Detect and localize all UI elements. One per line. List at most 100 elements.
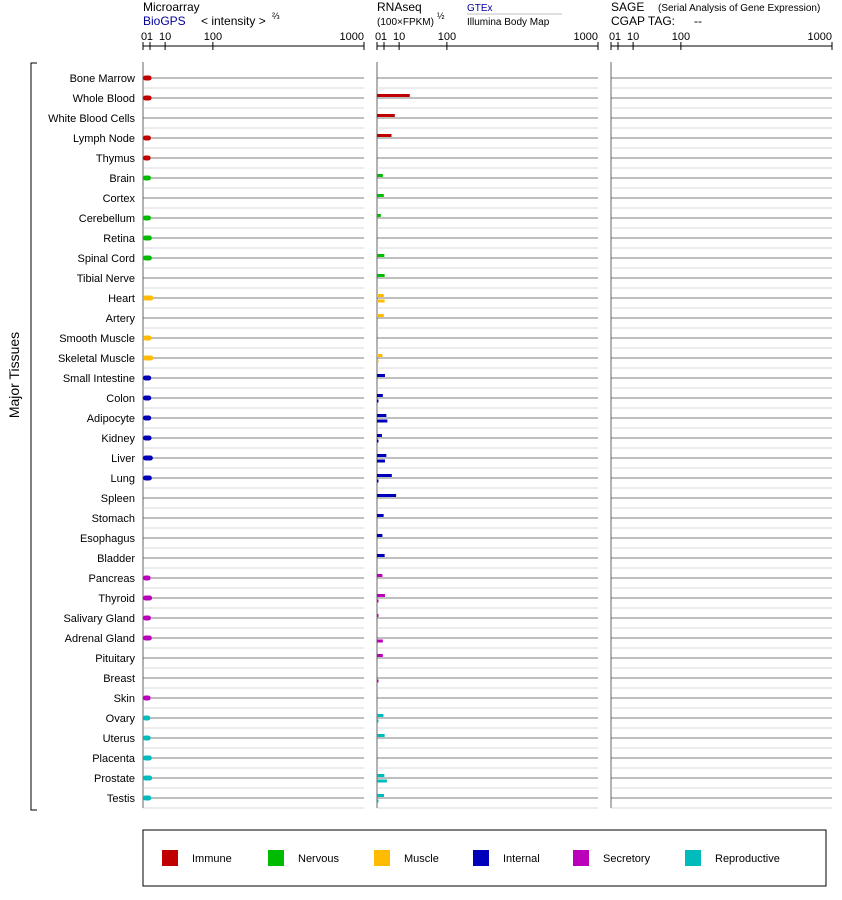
biogps-bar xyxy=(143,255,152,261)
gtex-bar xyxy=(377,714,384,717)
microarray-tick-label: 1000 xyxy=(340,31,364,43)
legend-swatch-nervous xyxy=(268,850,284,866)
legend-label-nervous: Nervous xyxy=(298,853,339,865)
gtex-bar xyxy=(377,314,384,317)
biogps-bar xyxy=(143,795,152,801)
gtex-bar xyxy=(377,454,387,457)
legend-label-immune: Immune xyxy=(192,853,232,865)
sage-tick-label: 1 xyxy=(615,31,621,43)
rows-layer: Bone Marrow Whole Blood White Blood Cells L… xyxy=(48,73,832,809)
tissue-label: Placenta xyxy=(92,753,136,765)
microarray-tick-label: 100 xyxy=(204,31,222,43)
biogps-bar xyxy=(143,575,151,581)
tissue-label: Whole Blood xyxy=(73,93,135,105)
tissue-label: Prostate xyxy=(94,773,135,785)
illumina-bar xyxy=(377,479,379,483)
legend: Immune Nervous Muscle Internal Secretory Repr… xyxy=(162,850,780,866)
gtex-bar xyxy=(377,174,383,177)
gtex-bar xyxy=(377,394,383,397)
major-tissues-bracket xyxy=(30,62,37,811)
legend-swatch-internal xyxy=(473,850,489,866)
tissue-label: Breast xyxy=(103,673,135,685)
tissue-label: Adipocyte xyxy=(87,413,135,425)
gtex-bar xyxy=(377,94,410,97)
tissue-label: Artery xyxy=(106,313,136,325)
tissue-label: Brain xyxy=(109,173,135,185)
gtex-bar xyxy=(377,574,383,577)
rnaseq-unit: (100×FPKM) xyxy=(377,17,434,28)
biogps-bar xyxy=(143,75,152,81)
illumina-bar xyxy=(377,679,379,683)
tissue-label: Thyroid xyxy=(98,593,135,605)
tissue-label: Heart xyxy=(108,293,135,305)
gtex-bar xyxy=(377,414,387,417)
gtex-bar xyxy=(377,534,383,537)
bars-layer xyxy=(143,75,410,803)
biogps-bar xyxy=(143,595,153,601)
illumina-bar xyxy=(377,779,387,783)
gtex-bar xyxy=(377,434,382,437)
tissue-label: Lymph Node xyxy=(73,133,135,145)
cgap-label: CGAP TAG: xyxy=(611,14,675,28)
tissue-label: Spinal Cord xyxy=(78,253,135,265)
rnaseq-unit-exponent: ½ xyxy=(437,11,445,21)
biogps-bar xyxy=(143,175,151,181)
microarray-unit: < intensity > xyxy=(201,14,266,28)
tissue-label: Tibial Nerve xyxy=(77,273,135,285)
biogps-bar xyxy=(143,475,152,481)
gtex-bar xyxy=(377,294,384,297)
tissue-label: Smooth Muscle xyxy=(59,333,135,345)
tissue-label: Liver xyxy=(111,453,135,465)
biogps-label: BioGPS xyxy=(143,14,186,28)
tissue-label: Bladder xyxy=(97,553,135,565)
major-tissues-label: Major Tissues xyxy=(6,332,22,418)
rnaseq-tick-label: 0 xyxy=(375,31,381,43)
tissue-label: Thymus xyxy=(96,153,136,165)
sage-tick-label: 10 xyxy=(627,31,639,43)
illumina-bar xyxy=(377,299,385,303)
biogps-bar xyxy=(143,335,152,341)
tissue-label: Skin xyxy=(114,693,135,705)
gtex-bar xyxy=(377,134,392,137)
illumina-bar xyxy=(377,599,379,603)
illumina-label: Illumina Body Map xyxy=(467,17,550,28)
legend-swatch-muscle xyxy=(374,850,390,866)
tissue-label: Cortex xyxy=(103,193,136,205)
biogps-bar xyxy=(143,635,152,641)
illumina-bar xyxy=(377,419,388,423)
illumina-bar xyxy=(377,639,383,643)
gtex-bar xyxy=(377,374,385,377)
illumina-bar xyxy=(377,799,379,803)
biogps-bar xyxy=(143,95,152,101)
illumina-bar xyxy=(377,459,385,463)
tissue-label: Bone Marrow xyxy=(70,73,135,85)
legend-swatch-immune xyxy=(162,850,178,866)
gtex-bar xyxy=(377,614,379,617)
microarray-unit-exponent: ⅔ xyxy=(272,11,280,21)
biogps-bar xyxy=(143,415,152,421)
rnaseq-tick-label: 100 xyxy=(438,31,456,43)
gtex-label: GTEx xyxy=(467,3,493,14)
biogps-bar xyxy=(143,235,152,241)
biogps-bar xyxy=(143,135,151,141)
gtex-bar xyxy=(377,214,381,217)
tissue-label: Salivary Gland xyxy=(63,613,135,625)
tissue-label: Spleen xyxy=(101,493,135,505)
biogps-bar xyxy=(143,435,152,441)
gtex-bar xyxy=(377,554,385,557)
legend-swatch-secretory xyxy=(573,850,589,866)
cgap-value: -- xyxy=(694,14,702,28)
tissue-label: White Blood Cells xyxy=(48,113,135,125)
biogps-bar xyxy=(143,455,153,461)
gtex-bar xyxy=(377,114,395,117)
gtex-bar xyxy=(377,794,384,797)
biogps-bar xyxy=(143,715,151,721)
rnaseq-tick-label: 1000 xyxy=(574,31,598,43)
tissue-label: Cerebellum xyxy=(79,213,135,225)
tissue-label: Small Intestine xyxy=(63,373,135,385)
microarray-tick-label: 0 xyxy=(141,31,147,43)
tissue-label: Testis xyxy=(107,793,136,805)
biogps-bar xyxy=(143,215,151,221)
gtex-bar xyxy=(377,774,385,777)
